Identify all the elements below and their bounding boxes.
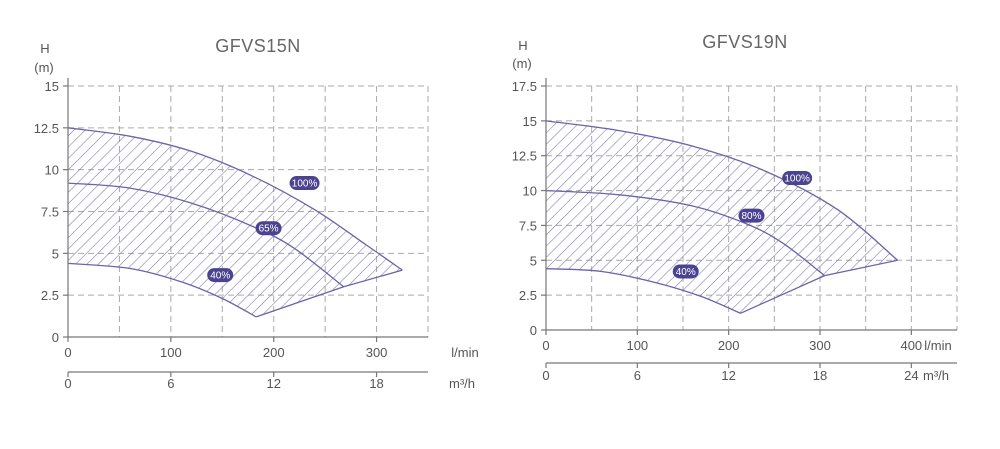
series-label: 40% — [676, 267, 696, 278]
operating-area-hatch — [68, 127, 403, 317]
operating-area-hatch — [546, 120, 898, 314]
x2-tick-label: 0 — [542, 368, 549, 383]
series-line-1 — [67, 182, 345, 288]
y-tick-label: 15 — [523, 114, 537, 129]
chart-title: GFVS19N — [702, 32, 788, 52]
lower-bound-line — [740, 259, 898, 314]
x2-axis-label: m³/h — [449, 376, 475, 391]
y-tick-label: 15 — [45, 79, 59, 94]
series-line-2 — [545, 268, 741, 314]
series-label-badge — [207, 268, 234, 283]
x-axis-label: l/min — [451, 345, 478, 360]
y-tick-label: 10 — [523, 184, 537, 199]
x-tick-label: 100 — [160, 345, 182, 360]
series-label: 100% — [292, 179, 318, 190]
series-label: 65% — [259, 224, 279, 235]
y-axis-label: H — [518, 38, 527, 53]
x-tick-label: 0 — [64, 345, 71, 360]
lower-bound-line — [255, 269, 403, 318]
x2-tick-label: 6 — [634, 368, 641, 383]
x2-tick-label: 18 — [813, 368, 827, 383]
y-axis-unit: (m) — [34, 60, 54, 75]
x-tick-label: 300 — [366, 345, 388, 360]
x2-tick-label: 12 — [266, 376, 280, 391]
series-line-0 — [545, 120, 899, 261]
series-line-1 — [545, 189, 825, 277]
series-label-badge — [672, 264, 699, 279]
y-tick-label: 10 — [45, 163, 59, 178]
y-tick-label: 7.5 — [41, 205, 59, 220]
y-axis-label: H — [40, 41, 49, 56]
x-tick-label: 300 — [809, 338, 831, 353]
series-label: 80% — [741, 211, 761, 222]
series-line-2 — [67, 262, 257, 318]
series-label-badge — [255, 221, 282, 236]
y-tick-label: 12.5 — [34, 121, 59, 136]
series-label-badge — [289, 176, 320, 191]
chart-title: GFVS15N — [215, 36, 301, 56]
x-tick-label: 200 — [263, 345, 285, 360]
x-tick-label: 400 — [900, 338, 922, 353]
y-tick-label: 2.5 — [41, 288, 59, 303]
x-tick-label: 100 — [626, 338, 648, 353]
x2-tick-label: 18 — [369, 376, 383, 391]
y-tick-label: 0 — [52, 330, 59, 345]
x-tick-label: 200 — [718, 338, 740, 353]
x2-tick-label: 6 — [167, 376, 174, 391]
y-tick-label: 7.5 — [519, 218, 537, 233]
x2-axis-label: m³/h — [923, 368, 949, 383]
y-tick-label: 12.5 — [512, 149, 537, 164]
y-tick-label: 0 — [530, 323, 537, 338]
x-tick-label: 0 — [542, 338, 549, 353]
x2-tick-label: 0 — [64, 376, 71, 391]
x2-tick-label: 12 — [721, 368, 735, 383]
y-tick-label: 5 — [52, 246, 59, 261]
y-tick-label: 2.5 — [519, 288, 537, 303]
y-tick-label: 5 — [530, 253, 537, 268]
series-line-0 — [67, 127, 403, 271]
series-label-badge — [738, 208, 765, 223]
y-tick-label: 17.5 — [512, 79, 537, 94]
series-label: 100% — [784, 174, 810, 185]
x-axis-label: l/min — [924, 338, 951, 353]
series-label: 40% — [210, 271, 230, 282]
x2-tick-label: 24 — [904, 368, 918, 383]
y-axis-unit: (m) — [512, 56, 532, 71]
series-label-badge — [782, 171, 813, 186]
